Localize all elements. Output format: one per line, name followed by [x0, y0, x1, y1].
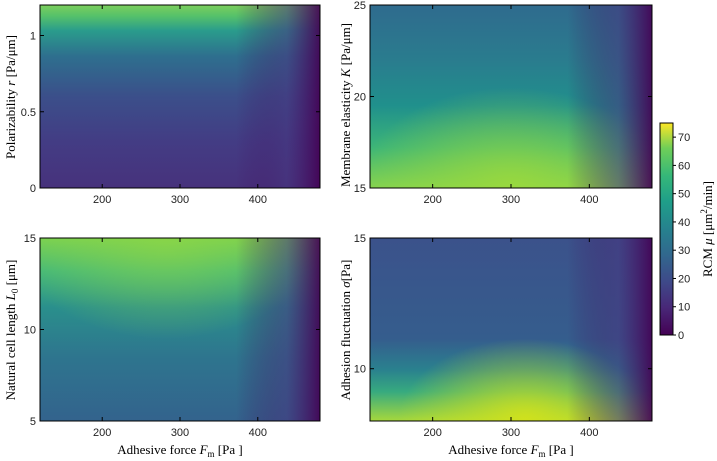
- colorbar-tick-label: 10: [678, 302, 690, 314]
- colorbar-tick-label: 60: [678, 160, 690, 172]
- colorbar-tick-label: 30: [678, 245, 690, 257]
- y-tick-label: 0.5: [21, 107, 36, 119]
- ticks-bottom-right: 200 300 400 10 15: [354, 233, 652, 439]
- panel-top-right: 200 300 400 15 20 25 Membrane elasticity K [P…: [338, 0, 653, 206]
- y-tick-label: 5: [30, 416, 36, 428]
- colorbar-ticks: 0 10 20 30 40 50 60 70: [673, 132, 690, 342]
- heatmap-edge-shade: [40, 5, 320, 188]
- panel-bottom-right: 200 300 400 10 15 Adhesion fluctuation σ[Pa]…: [338, 233, 653, 459]
- ylabel-top-left: Polarizability r [Pa/μm]: [3, 35, 18, 159]
- heatmap-edge-shade: [370, 5, 652, 188]
- colorbar-tick-label: 40: [678, 217, 690, 229]
- x-tick-label: 300: [502, 194, 520, 206]
- y-tick-label: 10: [24, 325, 36, 337]
- ylabel-top-right: Membrane elasticity K [Pa/μm]: [338, 23, 353, 187]
- x-tick-label: 400: [249, 427, 267, 439]
- ticks-top-left: 200 300 400 0 0.5 1: [21, 5, 320, 206]
- x-tick-label: 400: [249, 194, 267, 206]
- y-tick-label: 15: [24, 233, 36, 245]
- x-tick-label: 300: [502, 427, 520, 439]
- y-tick-label: 15: [354, 233, 366, 245]
- y-tick-label: 15: [354, 183, 366, 195]
- colorbar-tick-label: 50: [678, 189, 690, 201]
- heatmap-edge-shade: [40, 238, 320, 421]
- y-tick-label: 10: [354, 364, 366, 376]
- ylabel-bottom-left: Natural cell length L0 [μm]: [3, 260, 20, 401]
- y-tick-label: 1: [30, 31, 36, 43]
- x-tick-label: 300: [171, 194, 189, 206]
- x-tick-label: 200: [93, 427, 111, 439]
- y-tick-label: 20: [354, 92, 366, 104]
- colorbar-tick-label: 70: [678, 132, 690, 144]
- colorbar-gradient: [660, 123, 673, 335]
- ylabel-bottom-right: Adhesion fluctuation σ[Pa]: [338, 260, 353, 401]
- panel-bottom-left: 200 300 400 5 10 15 Natural cell length L0 [μ…: [3, 233, 321, 459]
- panel-top-left: 200 300 400 0 0.5 1 Polarizability r [Pa/μm]: [3, 4, 321, 206]
- colorbar-label: RCM μ [μm2/min]: [699, 181, 715, 277]
- colorbar-tick-label: 0: [678, 330, 684, 342]
- colorbar: 0 10 20 30 40 50 60 70 RCM μ [μm2/min]: [659, 122, 715, 342]
- y-tick-label: 0: [30, 183, 36, 195]
- x-tick-label: 400: [580, 427, 598, 439]
- x-tick-label: 200: [423, 194, 441, 206]
- x-tick-label: 300: [171, 427, 189, 439]
- xlabel-bottom-left: Adhesive force Fm [Pa ]: [117, 442, 242, 459]
- y-tick-label: 25: [354, 0, 366, 12]
- colorbar-frame: [659, 122, 674, 336]
- x-tick-label: 200: [93, 194, 111, 206]
- heatmap-edge-shade: [370, 238, 652, 421]
- ticks-bottom-left: 200 300 400 5 10 15: [24, 233, 320, 439]
- ticks-top-right: 200 300 400 15 20 25: [354, 0, 652, 206]
- x-tick-label: 200: [423, 427, 441, 439]
- colorbar-tick-label: 20: [678, 273, 690, 285]
- xlabel-bottom-right: Adhesive force Fm [Pa ]: [448, 442, 573, 459]
- x-tick-label: 400: [580, 194, 598, 206]
